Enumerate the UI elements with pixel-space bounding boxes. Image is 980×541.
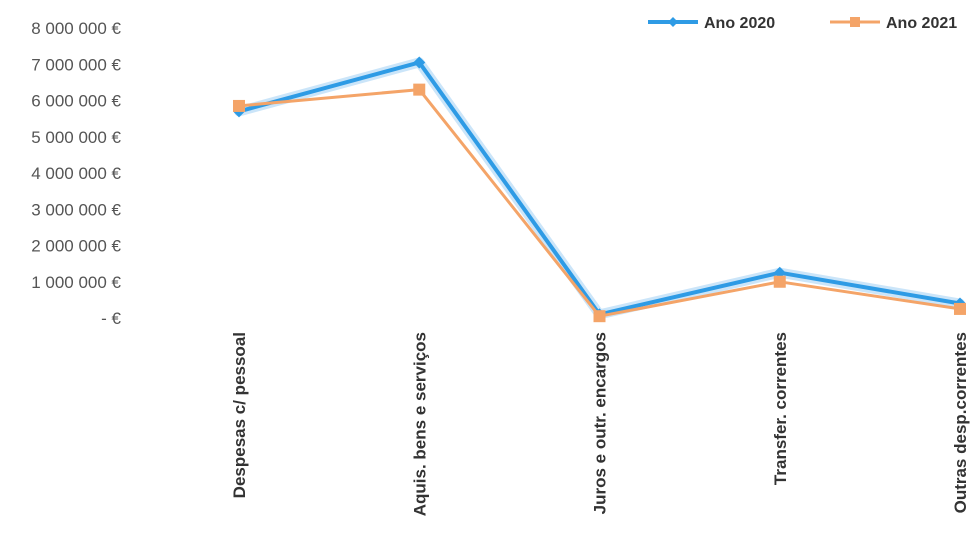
x-axis: Despesas c/ pessoal Aquis. bens e serviço… (230, 332, 970, 516)
y-tick-label: - € (101, 309, 121, 328)
data-point (773, 266, 786, 279)
series-line (238, 60, 961, 317)
legend: Ano 2020 Ano 2021 (648, 15, 957, 32)
y-tick-label: 7 000 000 € (31, 55, 121, 74)
y-tick-label: 1 000 000 € (31, 273, 121, 292)
data-point (413, 56, 426, 69)
y-tick-label: 5 000 000 € (31, 128, 121, 147)
legend-label: Ano 2021 (886, 15, 957, 32)
x-category-label: Aquis. bens e serviços (410, 332, 429, 516)
y-axis: - € 1 000 000 € 2 000 000 € 3 000 000 € 4 00… (31, 19, 121, 328)
series-glow (234, 57, 965, 320)
y-tick-label: 4 000 000 € (31, 164, 121, 183)
data-point (593, 310, 606, 323)
legend-marker (668, 17, 678, 27)
x-category-label: Despesas c/ pessoal (230, 332, 249, 498)
y-tick-label: 6 000 000 € (31, 92, 121, 111)
legend-marker (850, 17, 860, 27)
legend-label: Ano 2020 (704, 15, 775, 32)
x-category-label: Outras desp.correntes (951, 332, 970, 513)
y-tick-label: 3 000 000 € (31, 200, 121, 219)
y-tick-label: 2 000 000 € (31, 237, 121, 256)
data-point (233, 99, 245, 112)
data-point (954, 302, 966, 315)
y-tick-label: 8 000 000 € (31, 19, 121, 38)
data-point (413, 83, 426, 96)
data-point (773, 275, 786, 288)
x-category-label: Juros e outr. encargos (591, 332, 610, 514)
series-layer (233, 56, 966, 323)
x-category-label: Transfer. correntes (771, 332, 790, 485)
